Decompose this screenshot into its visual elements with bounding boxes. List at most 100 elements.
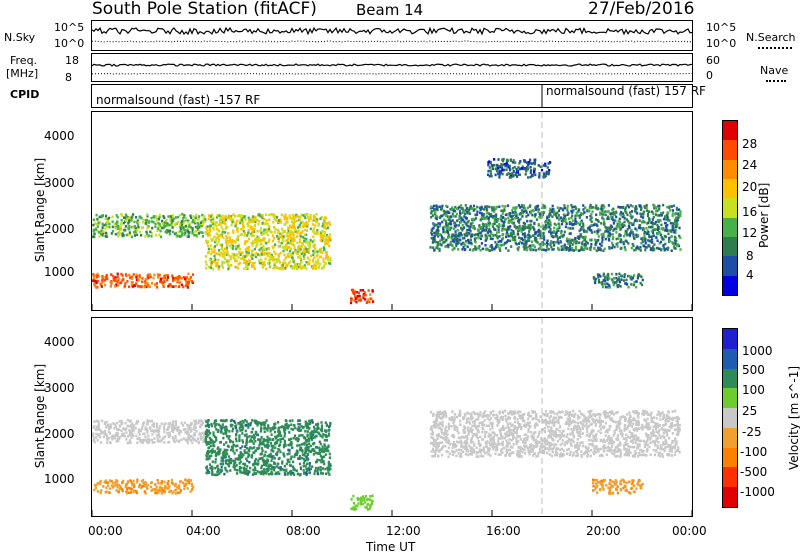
power-cell (144, 277, 147, 281)
power-cell (557, 222, 560, 226)
velocity-cell (267, 465, 270, 469)
velocity-cell (288, 464, 292, 467)
power-cell (291, 213, 294, 217)
power-cell (631, 205, 634, 208)
power-cell (533, 158, 536, 162)
power-cell (491, 237, 494, 241)
power-cell (174, 231, 177, 235)
velocity-cell (307, 427, 310, 430)
power-cell (210, 239, 214, 242)
velocity-cell (244, 445, 247, 448)
velocity-cell (109, 423, 112, 427)
power-cell (306, 225, 309, 228)
power-cell (599, 275, 602, 278)
power-cell (604, 210, 607, 213)
power-cell (544, 174, 547, 177)
power-cell (451, 235, 454, 238)
velocity-cell (234, 421, 237, 424)
velocity-cell (108, 441, 112, 444)
power-cell (195, 213, 198, 217)
velocity-cell (124, 428, 127, 432)
power-cell (255, 245, 258, 248)
power-cell (544, 226, 547, 230)
power-cell (626, 228, 629, 231)
velocity-cell (126, 441, 129, 445)
power-cell (95, 213, 98, 217)
power-cell (671, 209, 675, 212)
power-cell (552, 210, 555, 214)
velocity-cell (107, 436, 110, 440)
velocity-cell (310, 430, 313, 433)
power-cell (325, 227, 328, 230)
power-cell (311, 229, 315, 233)
power-cell (167, 230, 170, 233)
power-cell (106, 222, 109, 225)
power-cell (549, 211, 552, 215)
power-cell (551, 215, 554, 218)
velocity-cell (240, 466, 243, 470)
velocity-cell (106, 441, 109, 444)
power-cell (650, 235, 653, 238)
power-cell (528, 247, 531, 250)
power-cell (491, 223, 495, 227)
power-cell (176, 276, 179, 279)
velocity-cell (232, 443, 235, 447)
power-cell (443, 209, 446, 213)
power-cell (497, 167, 500, 170)
velocity-cell (111, 434, 114, 438)
power-cell (666, 248, 669, 252)
power-cell (324, 242, 327, 246)
power-cell (181, 229, 184, 232)
velocity-cell (296, 472, 299, 476)
power-cell (311, 266, 314, 269)
power-cell (284, 213, 287, 216)
power-cell (632, 244, 635, 248)
power-cell (176, 279, 179, 283)
power-cell (145, 285, 148, 289)
power-cell (568, 220, 571, 224)
nsky-bottom-tick-right: 10^0 (706, 37, 737, 50)
power-cell (180, 227, 183, 230)
velocity-cell (162, 425, 166, 429)
power-cell (515, 242, 518, 246)
power-cell (264, 213, 267, 216)
power-cell (589, 214, 592, 218)
power-cell (309, 238, 312, 242)
velocity-cell (313, 449, 316, 453)
power-cell (599, 228, 602, 232)
power-cell (187, 221, 190, 224)
power-cell (538, 212, 541, 215)
velocity-cell (329, 463, 332, 466)
power-cell (302, 254, 305, 258)
velocity-cell (225, 426, 228, 429)
velocity-cell (206, 450, 209, 453)
velocity-cell (283, 454, 286, 458)
velocity-cell (210, 422, 213, 426)
velocity-cell (249, 421, 252, 425)
nave-bottom-tick: 0 (706, 69, 713, 82)
velocity-cell (281, 462, 284, 465)
velocity-cell (309, 436, 312, 440)
power-cell (491, 206, 494, 209)
power-cell (263, 263, 266, 267)
power-cell (458, 235, 461, 238)
power-cell (365, 301, 368, 304)
power-cell (615, 272, 618, 276)
power-cell (98, 235, 101, 238)
power-cell (658, 242, 661, 245)
velocity-cell (262, 421, 265, 424)
power-cell (494, 173, 497, 177)
power-cell (369, 297, 372, 300)
power-cell (214, 258, 217, 261)
velocity-cell (325, 424, 328, 427)
power-cell (229, 255, 232, 258)
power-cell (621, 206, 625, 210)
power-cell (546, 224, 549, 227)
power-cell (200, 224, 203, 228)
power-cell (146, 226, 149, 230)
power-cell (445, 223, 448, 226)
power-cell (101, 222, 104, 226)
power-cell (577, 210, 580, 213)
velocity-cell (193, 432, 196, 435)
velocity-cell (211, 460, 214, 463)
